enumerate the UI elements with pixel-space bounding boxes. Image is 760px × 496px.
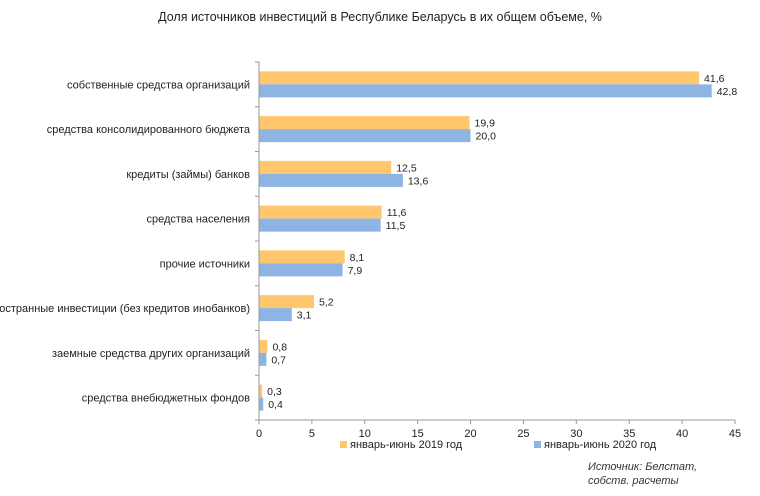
source-note: Источник: Белстат, собств. расчеты xyxy=(588,460,698,488)
category-label: средства консолидированного бюджета xyxy=(47,124,251,136)
x-tick-label: 45 xyxy=(729,428,741,440)
bar xyxy=(259,71,700,85)
x-tick-label: 40 xyxy=(676,428,688,440)
data-label: 3,1 xyxy=(297,310,312,322)
x-tick-label: 10 xyxy=(359,428,371,440)
data-label: 11,6 xyxy=(387,207,407,219)
category-label: средства внебюджетных фондов xyxy=(82,393,250,405)
category-label: средства населения xyxy=(146,214,250,226)
bar xyxy=(259,116,470,130)
category-label: иностранные инвестиции (без кредитов ино… xyxy=(0,303,250,315)
bar xyxy=(259,263,343,277)
bar xyxy=(259,308,292,322)
data-label: 12,5 xyxy=(396,162,417,174)
x-tick-label: 15 xyxy=(412,428,424,440)
x-tick-label: 25 xyxy=(517,428,529,440)
bar xyxy=(259,384,263,398)
x-tick-label: 20 xyxy=(464,428,476,440)
bar xyxy=(259,397,264,411)
bar xyxy=(259,160,392,174)
data-label: 20,0 xyxy=(476,131,497,143)
bar xyxy=(259,339,268,353)
bar xyxy=(259,129,471,143)
source-note-line2: собств. расчеты xyxy=(588,475,679,487)
data-label: 13,6 xyxy=(408,175,429,187)
data-label: 0,3 xyxy=(267,386,282,398)
data-label: 8,1 xyxy=(350,252,365,264)
bar xyxy=(259,218,381,232)
bar xyxy=(259,352,267,366)
data-label: 41,6 xyxy=(704,73,725,85)
category-label: кредиты (займы) банков xyxy=(126,169,250,181)
bar xyxy=(259,295,315,309)
legend-swatch xyxy=(534,441,541,448)
category-label: прочие источники xyxy=(160,258,250,270)
x-tick-label: 30 xyxy=(570,428,582,440)
bar xyxy=(259,205,382,219)
data-label: 0,7 xyxy=(271,354,286,366)
category-label: заемные средства других организаций xyxy=(52,348,250,360)
x-tick-label: 0 xyxy=(256,428,262,440)
bar xyxy=(259,84,712,98)
legend-swatch xyxy=(340,441,347,448)
bar xyxy=(259,250,345,264)
x-tick-label: 5 xyxy=(309,428,315,440)
category-label: собственные средства организаций xyxy=(67,79,250,91)
legend-label: январь-июнь 2020 год xyxy=(544,439,657,451)
x-tick-label: 35 xyxy=(623,428,635,440)
data-label: 0,8 xyxy=(272,341,287,353)
chart-title: Доля источников инвестиций в Республике … xyxy=(158,10,602,24)
legend-label: январь-июнь 2019 год xyxy=(350,439,463,451)
data-label: 19,9 xyxy=(474,118,495,130)
data-label: 0,4 xyxy=(268,399,283,411)
data-label: 5,2 xyxy=(319,297,334,309)
source-note-line1: Источник: Белстат, xyxy=(588,461,698,473)
data-label: 7,9 xyxy=(348,265,363,277)
data-label: 11,5 xyxy=(386,220,406,232)
data-label: 42,8 xyxy=(717,86,738,98)
bar xyxy=(259,173,403,187)
